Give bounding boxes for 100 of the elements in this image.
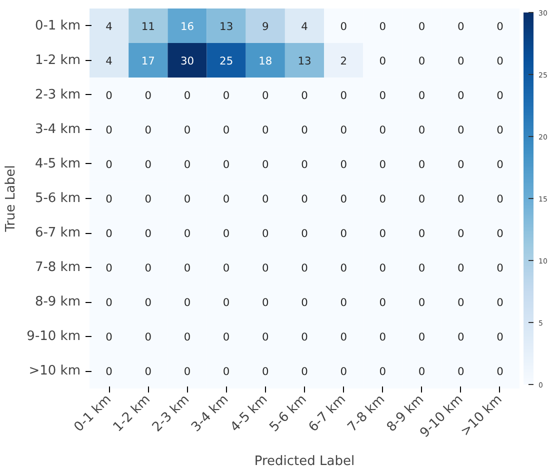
- data-label: 0: [340, 158, 348, 171]
- data-label: 0: [340, 227, 348, 240]
- data-label: 0: [106, 365, 113, 378]
- data-label: 0: [418, 296, 426, 310]
- y-tick-label: 8-9 km: [34, 294, 81, 310]
- data-label: 0: [184, 365, 191, 378]
- y-tick-label: 2-3 km: [34, 87, 81, 102]
- data-label: 0: [144, 330, 152, 344]
- y-tick-label: 0-1 km: [34, 18, 81, 34]
- data-label: 0: [144, 123, 152, 136]
- data-label: 0: [418, 123, 426, 136]
- data-label: 0: [457, 54, 464, 68]
- y-axis-title: True Label: [4, 165, 19, 233]
- data-label: 0: [379, 262, 386, 275]
- data-label: 25: [220, 54, 234, 68]
- data-label: 0: [379, 54, 386, 68]
- data-label: 0: [379, 365, 386, 378]
- data-label: 0: [301, 365, 308, 378]
- data-label: 0: [222, 192, 230, 206]
- data-label: 16: [180, 20, 194, 33]
- data-label: 0: [222, 227, 230, 240]
- data-label: 0: [379, 88, 386, 102]
- data-label: 0: [418, 88, 426, 102]
- data-label: 0: [262, 158, 270, 171]
- data-label: 4: [106, 20, 113, 33]
- data-label: 0: [301, 192, 308, 206]
- data-label: 0: [496, 54, 504, 68]
- data-label: 0: [262, 227, 270, 240]
- data-label: 0: [106, 262, 113, 275]
- data-label: 0: [340, 123, 348, 136]
- data-label: 0: [184, 227, 191, 240]
- data-label: 0: [262, 88, 270, 102]
- data-label: 0: [418, 330, 426, 344]
- y-tick-label: 3-4 km: [34, 122, 81, 137]
- data-label: 0: [418, 262, 426, 275]
- data-label: 0: [379, 330, 386, 344]
- data-label: 0: [496, 192, 504, 206]
- data-label: 17: [141, 54, 155, 68]
- y-tick-label: >10 km: [28, 364, 81, 379]
- data-label: 0: [379, 192, 386, 206]
- data-label: 0: [301, 330, 308, 344]
- data-label: 0: [457, 227, 464, 240]
- y-tick-label: 6-7 km: [34, 226, 81, 241]
- data-label: 0: [262, 192, 270, 206]
- data-label: 0: [457, 330, 464, 344]
- data-label: 0: [184, 192, 191, 206]
- data-label: 0: [144, 88, 152, 102]
- data-label: 0: [262, 365, 270, 378]
- data-label: 0: [418, 365, 426, 378]
- data-label: 30: [180, 54, 194, 68]
- data-label: 0: [301, 262, 308, 275]
- data-label: 0: [106, 123, 113, 136]
- data-label: 0: [496, 365, 504, 378]
- data-label: 0: [457, 365, 464, 378]
- data-label: 0: [379, 158, 386, 171]
- data-label: 0: [496, 88, 504, 102]
- x-tick-label: 3-4 km: [188, 392, 232, 436]
- data-label: 0: [457, 158, 464, 171]
- data-label: 0: [418, 158, 426, 171]
- data-label: 0: [496, 20, 504, 33]
- data-label: 0: [184, 262, 191, 275]
- data-label: 0: [340, 192, 348, 206]
- data-label: 2: [340, 54, 347, 68]
- data-label: 0: [222, 365, 230, 378]
- data-label: 0: [340, 296, 348, 310]
- data-label: 0: [184, 88, 191, 102]
- data-label: 0: [144, 192, 152, 206]
- data-label: 0: [457, 192, 464, 206]
- data-label: 0: [222, 158, 230, 171]
- data-label: 0: [379, 227, 386, 240]
- data-label: 0: [144, 262, 152, 275]
- data-label: 0: [496, 123, 504, 136]
- data-label: 0: [496, 227, 504, 240]
- data-label: 0: [262, 262, 270, 275]
- data-label: 0: [106, 192, 113, 206]
- data-label: 0: [144, 158, 152, 171]
- y-tick-label: 9-10 km: [26, 329, 80, 344]
- data-label: 0: [418, 227, 426, 240]
- data-label: 0: [144, 296, 152, 310]
- y-tick-label: 7-8 km: [34, 260, 81, 276]
- data-label: 0: [144, 227, 152, 240]
- data-label: 0: [262, 123, 270, 136]
- data-label: 0: [301, 227, 308, 240]
- data-label: 11: [141, 20, 155, 33]
- data-label: 0: [457, 20, 464, 33]
- data-label: 0: [184, 123, 191, 136]
- data-label: 0: [184, 330, 191, 344]
- data-label: 0: [457, 88, 464, 102]
- data-label: 0: [106, 158, 113, 171]
- data-label: 0: [379, 296, 386, 310]
- data-label: 0: [222, 88, 230, 102]
- data-label: 13: [298, 54, 312, 68]
- data-label: 0: [222, 330, 230, 344]
- data-label: 4: [106, 54, 113, 68]
- data-label: 0: [184, 158, 191, 171]
- data-label: 0: [262, 296, 270, 310]
- data-label: 0: [301, 158, 308, 171]
- data-label: 0: [379, 123, 386, 136]
- data-label: 0: [222, 262, 230, 275]
- data-label: 0: [340, 330, 348, 344]
